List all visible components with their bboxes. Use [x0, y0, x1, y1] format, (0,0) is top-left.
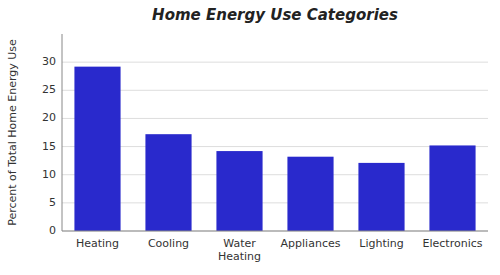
- x-tick-label: Heating: [76, 237, 119, 250]
- grid-line: [62, 231, 488, 232]
- grid-line: [62, 174, 488, 175]
- y-axis-line: [62, 34, 63, 231]
- bars: [74, 67, 475, 231]
- x-tick-label-line: Heating: [76, 237, 119, 250]
- grid-line: [62, 118, 488, 119]
- bar: [74, 67, 120, 231]
- bar: [429, 145, 475, 231]
- chart-container: 051015202530HeatingCoolingWaterHeatingAp…: [0, 0, 500, 275]
- y-tick-label: 5: [49, 196, 56, 209]
- x-axis-line: [62, 231, 488, 232]
- x-tick-label: WaterHeating: [218, 237, 261, 263]
- x-axis: HeatingCoolingWaterHeatingAppliancesLigh…: [76, 237, 483, 263]
- y-tick-label: 25: [42, 83, 56, 96]
- x-tick-label: Electronics: [423, 237, 483, 250]
- x-tick-label-line: Appliances: [281, 237, 341, 250]
- x-tick-label-line: Heating: [218, 250, 261, 263]
- grid-line: [62, 62, 488, 63]
- grid-line: [62, 146, 488, 147]
- x-tick-label: Appliances: [281, 237, 341, 250]
- title: Home Energy Use Categories: [152, 6, 398, 24]
- grid-line: [62, 202, 488, 203]
- y-tick-label: 15: [42, 140, 56, 153]
- bar: [358, 163, 404, 231]
- bar: [287, 157, 333, 231]
- x-tick-label-line: Electronics: [423, 237, 483, 250]
- x-tick-label-line: Water: [223, 237, 256, 250]
- x-tick-label: Cooling: [148, 237, 189, 250]
- y-tick-label: 0: [49, 224, 56, 237]
- x-tick-label-line: Cooling: [148, 237, 189, 250]
- grid: [62, 62, 488, 231]
- y-axis-label: Percent of Total Home Energy Use: [6, 39, 19, 226]
- y-tick-label: 10: [42, 168, 56, 181]
- bar: [145, 134, 191, 231]
- y-axis: 0 5 10 15 20 25 30: [42, 34, 62, 237]
- y-tick-label: 20: [42, 111, 56, 124]
- y-tick-label: 30: [42, 55, 56, 68]
- chart-svg: 051015202530HeatingCoolingWaterHeatingAp…: [0, 0, 500, 275]
- x-tick-label-line: Lighting: [359, 237, 403, 250]
- grid-line: [62, 90, 488, 91]
- bar: [216, 151, 262, 231]
- x-tick-label: Lighting: [359, 237, 403, 250]
